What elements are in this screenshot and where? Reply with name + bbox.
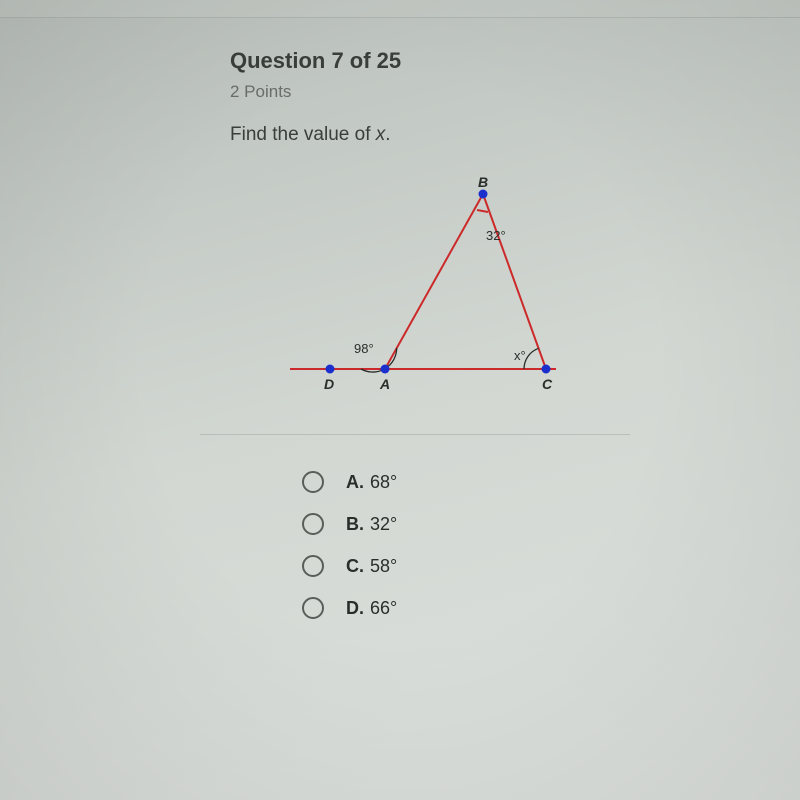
option-d[interactable]: D.66° <box>302 597 800 619</box>
prompt-variable: x <box>376 124 386 145</box>
option-a[interactable]: A.68° <box>302 471 800 493</box>
question-prompt: Find the value of x. <box>230 124 800 146</box>
radio-a[interactable] <box>302 471 324 493</box>
option-a-text: A.68° <box>346 472 397 493</box>
triangle-diagram: BDAC32°98°x° <box>270 174 600 404</box>
option-d-text: D.66° <box>346 598 397 619</box>
option-b[interactable]: B.32° <box>302 513 800 535</box>
question-content: Question 7 of 25 2 Points Find the value… <box>0 18 800 619</box>
prompt-suffix: . <box>385 124 390 145</box>
option-c-text: C.58° <box>346 556 397 577</box>
radio-c[interactable] <box>302 555 324 577</box>
radio-d[interactable] <box>302 597 324 619</box>
top-bar <box>0 0 800 18</box>
diagram-svg <box>270 174 600 404</box>
option-b-text: B.32° <box>346 514 397 535</box>
question-title: Question 7 of 25 <box>230 48 800 74</box>
option-c[interactable]: C.58° <box>302 555 800 577</box>
radio-b[interactable] <box>302 513 324 535</box>
answer-options: A.68° B.32° C.58° D.66° <box>230 471 800 619</box>
question-points: 2 Points <box>230 82 800 102</box>
section-divider <box>200 434 630 435</box>
prompt-prefix: Find the value of <box>230 124 376 145</box>
